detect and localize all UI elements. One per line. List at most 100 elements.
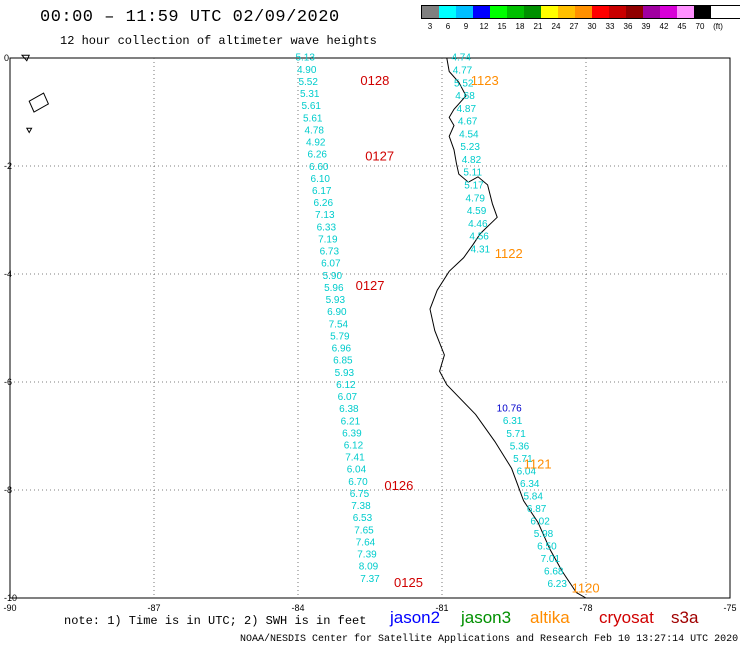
legend-tick-label: 36	[623, 22, 633, 31]
legend-tick-label: 15	[497, 22, 507, 31]
satellite-label-jason3: jason3	[461, 608, 512, 627]
cryosat-track-swh-value: 7.54	[329, 319, 349, 330]
altika-track-north-swh-value: 5.17	[464, 181, 484, 192]
altika-track-south-swh-value: 10.76	[497, 404, 522, 415]
credit-line: NOAA/NESDIS Center for Satellite Applica…	[240, 634, 739, 645]
legend-tick-label: 18	[515, 22, 525, 31]
altika-track-north-swh-value: 4.56	[469, 232, 489, 243]
altika-track-south-swh-value: 7.01	[541, 554, 561, 565]
y-tick-label: -8	[4, 485, 12, 495]
altika-track-south-swh-value: 6.68	[544, 567, 564, 578]
cryosat-track-swh-value: 6.10	[311, 174, 331, 185]
legend-swatch	[473, 6, 490, 18]
y-tick-label: -10	[4, 593, 17, 603]
x-tick-label: -87	[147, 603, 160, 613]
cryosat-track-swh-value: 6.04	[347, 465, 367, 476]
legend-tick-label: 27	[569, 22, 579, 31]
legend-swatch	[422, 6, 439, 18]
cryosat-track-time-label: 0125	[394, 575, 423, 590]
cryosat-track-swh-value: 6.12	[336, 380, 356, 391]
satellite-label-altika: altika	[530, 608, 570, 627]
x-tick-label: -81	[435, 603, 448, 613]
map-subtitle: 12 hour collection of altimeter wave hei…	[60, 34, 377, 48]
altika-track-north-swh-value: 4.46	[468, 219, 488, 230]
legend-swatch	[575, 6, 592, 18]
altika-track-north-swh-value: 4.67	[458, 117, 478, 128]
altika-track-north-time-label: 1123	[471, 73, 499, 88]
legend-swatch	[558, 6, 575, 18]
cryosat-track-swh-value: 5.96	[324, 283, 344, 294]
legend-swatch	[660, 6, 677, 18]
cryosat-track-swh-value: 8.09	[359, 562, 379, 573]
legend-swatch	[694, 6, 711, 18]
cryosat-track-swh-value: 7.39	[357, 550, 377, 561]
legend-swatch	[456, 6, 473, 18]
altika-track-south-swh-value: 5.71	[513, 454, 533, 465]
legend-tick-label: 70	[695, 22, 705, 31]
y-tick-label: -2	[4, 161, 12, 171]
legend-tick-label: 12	[479, 22, 489, 31]
island-outline	[20, 54, 30, 62]
legend-swatch	[643, 6, 660, 18]
cryosat-track-swh-value: 6.26	[308, 150, 328, 161]
legend-swatch	[541, 6, 558, 18]
altika-track-north-swh-value: 4.54	[459, 129, 479, 140]
legend-tick-label: 39	[641, 22, 651, 31]
cryosat-track-swh-value: 7.64	[356, 537, 376, 548]
cryosat-track-swh-value: 7.38	[351, 501, 371, 512]
cryosat-track-swh-value: 6.73	[320, 247, 340, 258]
legend-tick-label: 21	[533, 22, 543, 31]
x-tick-label: -78	[579, 603, 592, 613]
legend-swatch	[439, 6, 456, 18]
cryosat-track-swh-value: 4.92	[306, 138, 326, 149]
cryosat-track-swh-value: 6.12	[344, 440, 364, 451]
cryosat-track-swh-value: 7.37	[360, 574, 380, 585]
legend-swatch	[490, 6, 507, 18]
map-frame	[9, 57, 731, 599]
cryosat-track-swh-value: 4.78	[305, 125, 325, 136]
altika-track-north-swh-value: 5.52	[454, 78, 474, 89]
legend-tick-label: 42	[659, 22, 669, 31]
legend-tick-label: (ft)	[713, 22, 723, 31]
cryosat-track-swh-value: 4.90	[297, 65, 317, 76]
cryosat-track-swh-value: 6.90	[327, 307, 347, 318]
cryosat-track-swh-value: 6.75	[350, 489, 370, 500]
cryosat-track-swh-value: 5.79	[330, 331, 350, 342]
legend-tick-label: 30	[587, 22, 597, 31]
cryosat-track-swh-value: 6.26	[314, 198, 334, 209]
altika-track-south-swh-value: 6.04	[517, 466, 537, 477]
coastline	[429, 57, 587, 599]
cryosat-track-swh-value: 5.93	[326, 295, 346, 306]
altika-track-north-swh-value: 4.77	[453, 65, 473, 76]
x-tick-label: -75	[723, 603, 736, 613]
cryosat-track-swh-value: 6.85	[333, 356, 353, 367]
cryosat-track-swh-value: 5.61	[303, 113, 323, 124]
altika-track-north-swh-value: 4.74	[451, 53, 471, 64]
altika-track-north-time-label: 1122	[495, 246, 523, 261]
cryosat-track-swh-value: 6.33	[317, 222, 337, 233]
altika-track-south-swh-value: 5.71	[506, 429, 526, 440]
cryosat-track-swh-value: 5.31	[300, 89, 320, 100]
cryosat-track-swh-value: 6.38	[339, 404, 359, 415]
altika-track-south-time-label: 1121	[524, 456, 552, 471]
legend-tick-label: 33	[605, 22, 615, 31]
altika-track-south-swh-value: 6.02	[530, 517, 550, 528]
cryosat-track-swh-value: 6.39	[342, 428, 362, 439]
altika-track-south-swh-value: 6.50	[537, 542, 557, 553]
footer-note: note: 1) Time is in UTC; 2) SWH is in fe…	[64, 614, 367, 628]
legend-tick-label: 24	[551, 22, 561, 31]
cryosat-track-swh-value: 6.17	[312, 186, 332, 197]
legend-tick-label: 3	[427, 22, 433, 31]
altika-track-north-swh-value: 4.87	[457, 104, 477, 115]
altika-track-north-swh-value: 5.23	[460, 142, 480, 153]
cryosat-track-swh-value: 7.13	[315, 210, 335, 221]
cryosat-track-swh-value: 7.19	[318, 234, 338, 245]
altika-track-south-swh-value: 6.31	[503, 416, 523, 427]
legend-tick-label: 9	[463, 22, 469, 31]
cryosat-track-swh-value: 5.61	[301, 101, 321, 112]
altika-track-north-swh-value: 5.11	[463, 168, 482, 179]
legend-ticks: 3 6 9 12 15 18 21 24 27 30 33 36 39 42 45 70 (ft)	[421, 19, 740, 33]
altika-track-south-swh-value: 6.87	[527, 504, 547, 515]
legend-swatch	[609, 6, 626, 18]
cryosat-track-swh-value: 6.70	[348, 477, 368, 488]
